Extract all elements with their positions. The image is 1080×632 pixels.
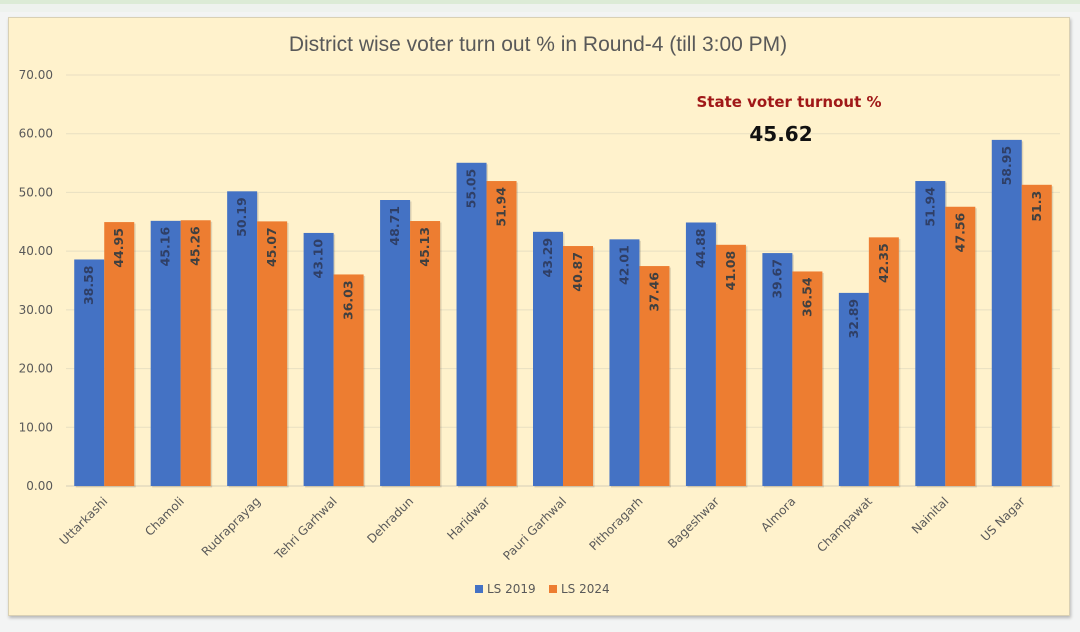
bar-ls-2024 <box>333 274 364 486</box>
y-tick-label: 50.00 <box>19 185 53 199</box>
y-tick-label: 70.00 <box>19 68 53 82</box>
data-label: 45.26 <box>188 226 203 266</box>
legend-label: LS 2019 <box>487 582 536 596</box>
bar-ls-2024 <box>715 244 746 486</box>
x-tick-label: US Nagar <box>978 494 1028 544</box>
x-tick-label: Champawat <box>814 494 875 555</box>
data-label: 36.54 <box>799 277 814 317</box>
data-label: 44.88 <box>693 228 708 268</box>
legend-swatch <box>475 585 483 593</box>
x-tick-label: Rudraprayag <box>199 494 264 559</box>
data-label: 45.07 <box>264 227 279 267</box>
y-tick-label: 40.00 <box>19 244 53 258</box>
bar-ls-2019 <box>991 139 1022 487</box>
data-labels: 38.58 44.95 45.16 45.26 50.19 45.07 43.10 36.03… <box>81 146 1044 339</box>
x-tick-label: Chamoli <box>142 494 187 539</box>
bar-ls-2024 <box>104 222 135 486</box>
x-axis-labels: Uttarkashi Chamoli Rudraprayag Tehri Garhwa… <box>57 494 1028 563</box>
top-strip <box>0 0 1080 4</box>
y-tick-label: 30.00 <box>19 303 53 317</box>
x-tick-label: Nainital <box>909 494 951 536</box>
data-label: 45.13 <box>417 227 432 267</box>
data-label: 40.87 <box>570 252 585 292</box>
bar-ls-2019 <box>74 259 105 486</box>
bar-ls-2024 <box>792 271 823 486</box>
x-tick-label: Pauri Garhwal <box>500 494 569 563</box>
state-turnout-label: State voter turnout % <box>696 93 881 111</box>
data-label: 36.03 <box>341 280 356 320</box>
bars <box>74 139 1054 488</box>
bar-ls-2019 <box>915 181 946 486</box>
legend-swatch <box>549 585 557 593</box>
bar-ls-2024 <box>410 221 441 486</box>
bar-ls-2019 <box>533 231 563 486</box>
bar-ls-2024 <box>868 237 899 486</box>
data-label: 51.3 <box>1029 191 1044 222</box>
data-label: 43.29 <box>540 238 555 278</box>
bar-ls-2024 <box>180 220 211 486</box>
data-label: 38.58 <box>81 265 96 305</box>
data-label: 47.56 <box>952 212 967 252</box>
data-label: 51.94 <box>922 187 937 227</box>
bar-ls-2024 <box>1021 184 1052 486</box>
y-tick-label: 20.00 <box>19 362 53 376</box>
data-label: 32.89 <box>846 299 861 339</box>
data-label: 58.95 <box>999 146 1014 186</box>
data-label: 45.16 <box>158 227 173 267</box>
data-label: 39.67 <box>769 259 784 299</box>
bar-ls-2024 <box>945 206 976 486</box>
bar-ls-2024 <box>257 221 288 487</box>
data-label: 42.01 <box>616 245 631 285</box>
bar-ls-2019 <box>762 253 793 486</box>
x-tick-label: Haridwar <box>444 494 492 542</box>
bar-ls-2024 <box>639 266 670 486</box>
data-label: 55.05 <box>464 169 479 209</box>
y-axis-ticks: 0.00 10.00 20.00 30.00 40.00 50.00 60.00 70.00 <box>19 68 53 493</box>
state-turnout-value: 45.62 <box>749 122 812 146</box>
bar-ls-2024 <box>486 181 517 486</box>
bar-ls-2019 <box>227 191 258 487</box>
legend: LS 2019 LS 2024 <box>475 582 610 596</box>
data-label: 48.71 <box>387 206 402 246</box>
top-strip-secondary <box>0 4 1080 12</box>
bar-ls-2024 <box>563 246 593 486</box>
data-label: 50.19 <box>234 197 249 237</box>
x-tick-label: Pithoragarh <box>587 494 646 553</box>
data-label: 44.95 <box>111 228 126 268</box>
chart-title: District wise voter turn out % in Round-… <box>289 33 787 56</box>
y-tick-label: 10.00 <box>19 420 53 434</box>
x-tick-label: Uttarkashi <box>57 494 111 548</box>
bar-ls-2019 <box>838 292 869 486</box>
bar-ls-2019 <box>303 232 334 486</box>
x-tick-label: Tehri Garhwal <box>271 494 339 562</box>
bar-ls-2019 <box>685 222 716 486</box>
data-label: 41.08 <box>723 251 738 291</box>
data-label: 51.94 <box>494 187 509 227</box>
y-tick-label: 0.00 <box>26 479 53 493</box>
bar-ls-2019 <box>150 220 181 486</box>
x-tick-label: Bageshwar <box>665 494 722 551</box>
y-tick-label: 60.00 <box>19 127 53 141</box>
data-label: 43.10 <box>311 239 326 279</box>
data-label: 37.46 <box>646 272 661 312</box>
x-tick-label: Dehradun <box>364 494 416 546</box>
legend-label: LS 2024 <box>561 582 610 596</box>
bar-ls-2019 <box>609 239 640 486</box>
data-label: 42.35 <box>876 243 891 283</box>
x-tick-label: Almora <box>758 494 798 534</box>
bar-ls-2019 <box>380 200 411 486</box>
bar-ls-2019 <box>456 162 487 486</box>
